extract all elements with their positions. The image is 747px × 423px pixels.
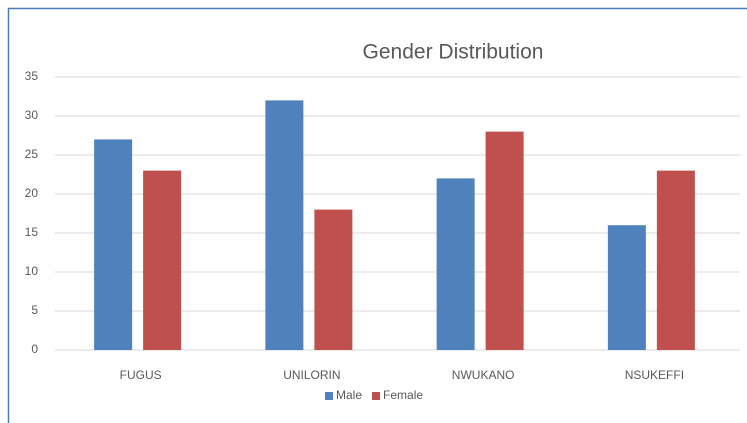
bar xyxy=(143,170,182,350)
bar xyxy=(656,170,695,350)
y-tick-label: 25 xyxy=(25,147,39,161)
bar xyxy=(314,209,353,350)
legend-swatch xyxy=(325,392,333,400)
y-tick-label: 10 xyxy=(25,264,39,278)
y-tick-label: 15 xyxy=(25,225,39,239)
bar xyxy=(436,178,475,350)
bar xyxy=(94,139,133,350)
legend-label: Male xyxy=(336,388,362,402)
y-tick-label: 30 xyxy=(25,108,39,122)
y-tick-label: 0 xyxy=(31,342,38,356)
x-tick-label: FUGUS xyxy=(120,368,162,382)
x-tick-label: NWUKANO xyxy=(452,368,515,382)
y-tick-label: 20 xyxy=(25,186,39,200)
bar xyxy=(265,100,304,351)
legend-label: Female xyxy=(383,388,423,402)
chart-title: Gender Distribution xyxy=(363,41,544,64)
x-tick-label: UNILORIN xyxy=(283,368,340,382)
y-tick-label: 5 xyxy=(31,303,38,317)
legend-swatch xyxy=(372,392,381,400)
bar xyxy=(607,225,646,350)
x-tick-label: NSUKEFFI xyxy=(625,368,684,382)
bar xyxy=(485,131,524,350)
y-tick-label: 35 xyxy=(25,69,39,83)
